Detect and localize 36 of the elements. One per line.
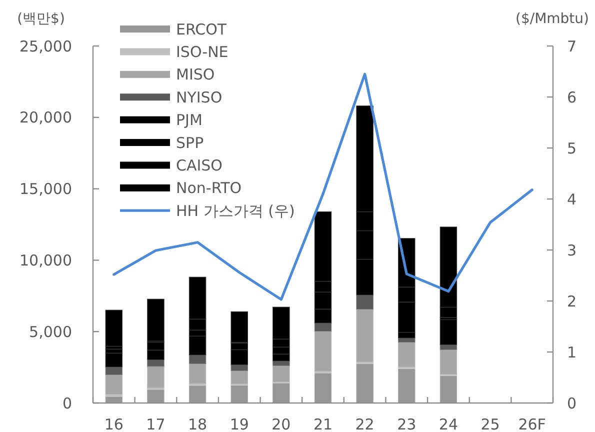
y2-axis-title: ($/Mmbtu): [515, 10, 589, 27]
y-tick-label: 5,000: [29, 322, 72, 341]
x-tick-label: 26F: [518, 415, 546, 432]
x-tick-label: 25: [480, 415, 500, 432]
y2-tick-label: 0: [567, 394, 577, 412]
x-tick-label: 23: [397, 415, 416, 432]
legend-label: CAISO: [176, 156, 222, 174]
x-tick-label: 16: [104, 415, 124, 432]
y2-tick-label: 5: [567, 139, 577, 158]
x-tick-label: 19: [230, 415, 249, 432]
legend-label: PJM: [176, 111, 202, 130]
y2-tick-label: 3: [567, 241, 577, 260]
y-tick-label: 15,000: [20, 180, 72, 198]
legend-label: ISO-NE: [176, 42, 228, 61]
legend-label: MISO: [176, 66, 215, 84]
x-tick-label: 17: [146, 415, 166, 432]
legend-label: ERCOT: [176, 20, 228, 38]
y-tick-label: 10,000: [20, 251, 72, 270]
legend-label: Non-RTO: [176, 179, 242, 198]
y-tick-label: 20,000: [20, 108, 72, 127]
y-tick-label: 25,000: [20, 37, 72, 56]
x-tick-label: 24: [438, 415, 458, 432]
y2-tick-label: 6: [567, 88, 577, 106]
x-tick-label: 18: [188, 415, 208, 432]
y-tick-label: 0: [62, 394, 72, 412]
x-tick-label: 22: [355, 415, 374, 432]
legend-label: SPP: [176, 134, 204, 152]
x-tick-label: 21: [313, 415, 333, 432]
y2-tick-label: 7: [567, 37, 577, 56]
x-tick-label: 20: [272, 415, 291, 432]
y2-tick-label: 4: [567, 190, 577, 208]
y2-tick-label: 2: [567, 292, 577, 310]
legend-label: NYISO: [176, 88, 222, 106]
y-axis-title: (백만$): [17, 10, 65, 27]
y2-tick-label: 1: [567, 343, 577, 362]
legend-label: HH 가스가격 (우): [176, 202, 295, 220]
